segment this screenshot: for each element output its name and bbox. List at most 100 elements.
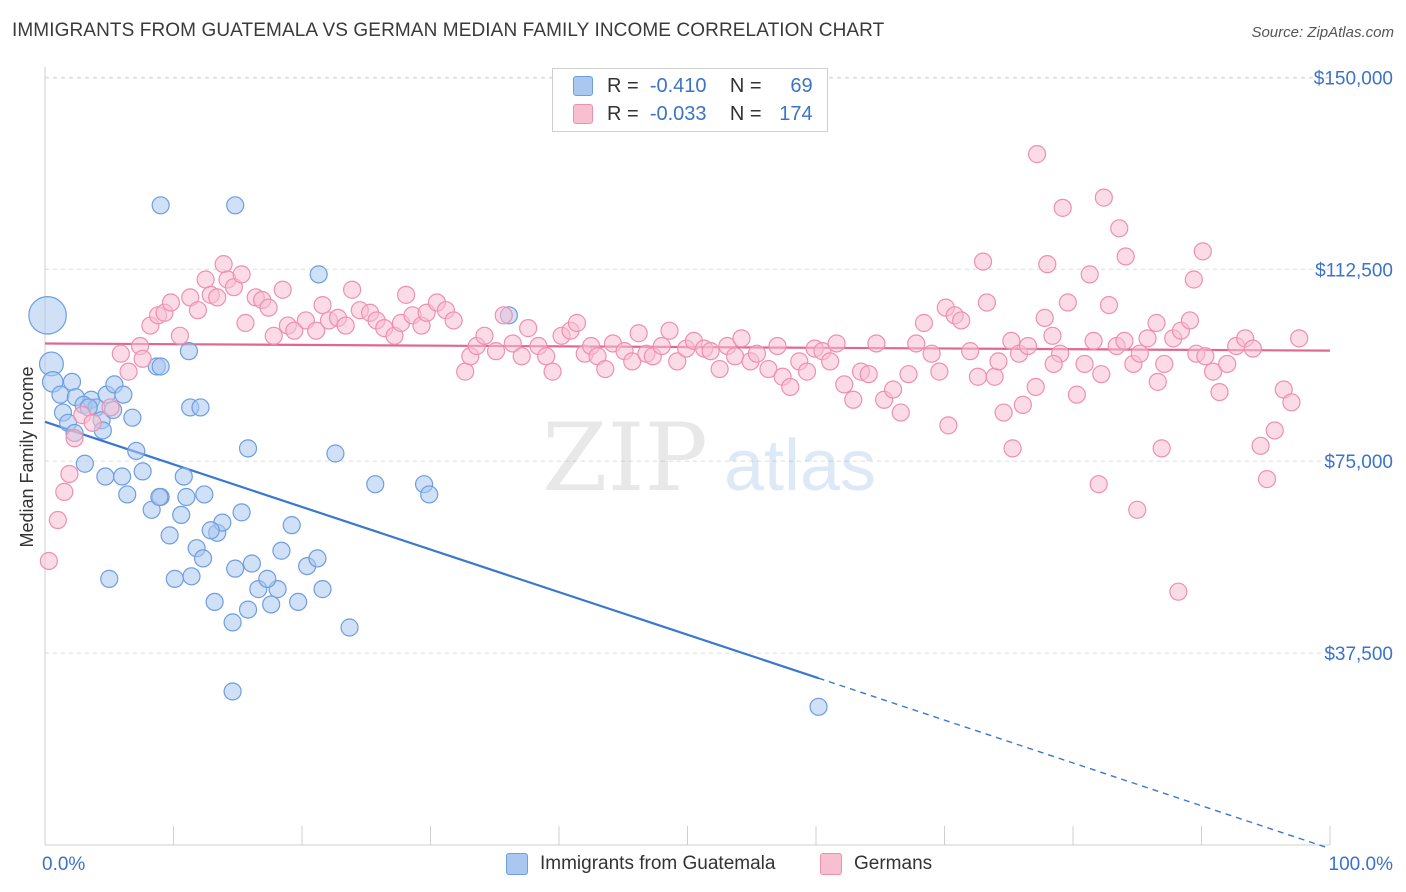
germans-point — [1147, 313, 1166, 333]
germans-point — [701, 342, 720, 361]
germans-point — [835, 375, 854, 394]
germans-point — [973, 252, 993, 271]
guatemala-point — [308, 549, 327, 568]
legend-swatch-germans — [573, 104, 593, 124]
guatemala-point — [226, 196, 245, 215]
germans-point — [1148, 372, 1167, 391]
guatemala-point — [133, 462, 152, 481]
guatemala-point — [151, 357, 170, 376]
germans-point — [196, 270, 215, 289]
bottom-legend-swatch-guatemala — [506, 853, 528, 875]
chart-title: IMMIGRANTS FROM GUATEMALA VS GERMAN MEDI… — [12, 20, 885, 41]
y-axis-label: Median Family Income — [17, 366, 37, 547]
germans-point — [1018, 336, 1038, 356]
germans-point — [1116, 247, 1135, 266]
axis-labels: $37,500 $75,000 $112,500 $150,000 0.0% 100.0%… — [17, 68, 1393, 875]
germans-point — [65, 429, 84, 448]
guatemala-point — [123, 408, 142, 427]
watermark-zip: ZIP — [542, 404, 708, 513]
guatemala-point — [191, 398, 210, 417]
guatemala-point — [28, 296, 67, 335]
germans-point — [797, 362, 817, 381]
germans-point — [264, 326, 283, 345]
guatemala-point — [226, 559, 245, 578]
germans-point — [781, 377, 800, 397]
germans-point — [859, 365, 878, 384]
legend-r-label: R = — [607, 102, 639, 125]
guatemala-point — [112, 467, 132, 486]
germans-point — [39, 551, 58, 571]
germans-point — [48, 510, 67, 530]
germans-point — [170, 326, 190, 345]
germans-point — [821, 352, 840, 371]
guatemala-point — [313, 580, 332, 599]
germans-point — [273, 280, 292, 299]
guatemala-point — [114, 385, 133, 404]
germans-point — [1080, 265, 1099, 284]
legend-n-label: N = — [729, 74, 762, 97]
guatemala-point — [172, 505, 191, 525]
germans-point — [1196, 347, 1215, 366]
bottom-legend-label-germans: Germans — [854, 853, 933, 874]
germans-point — [1243, 339, 1263, 358]
guatemala-point — [232, 503, 251, 522]
guatemala-point — [242, 554, 261, 573]
guatemala-point — [177, 487, 196, 507]
germans-point — [1203, 362, 1223, 381]
germans-point — [899, 365, 918, 384]
germans-point — [732, 329, 751, 348]
legend-n-label: N = — [729, 102, 762, 125]
germans-point — [1115, 331, 1134, 351]
germans-point — [1094, 188, 1113, 207]
germans-point — [285, 321, 304, 340]
germans-point — [623, 352, 642, 371]
guatemala-point — [205, 592, 224, 612]
x-tick-label-max: 100.0% — [1329, 854, 1394, 875]
germans-point — [1058, 293, 1077, 312]
guatemala-point — [195, 485, 214, 504]
watermark-atlas: atlas — [724, 426, 876, 506]
germans-point — [456, 362, 475, 381]
axes — [44, 67, 1331, 846]
germans-point — [907, 334, 926, 353]
legend-r-value: -0.410 — [649, 74, 707, 97]
germans-point — [1003, 439, 1022, 458]
bottom-legend-swatch-germans — [820, 853, 842, 875]
germans-point — [60, 464, 79, 484]
germans-point — [1251, 436, 1270, 455]
legend-r-value: -0.033 — [649, 102, 707, 125]
germans-point — [994, 403, 1013, 422]
germans-point — [1038, 255, 1057, 274]
guatemala-point — [326, 444, 345, 463]
germans-point — [1110, 219, 1129, 238]
bottom-legend-guatemala[interactable]: Immigrants from Guatemala — [506, 852, 775, 876]
guatemala-point — [118, 485, 137, 504]
germans-point — [1210, 382, 1229, 402]
germans-point — [396, 285, 416, 304]
germans-point — [968, 367, 988, 386]
bottom-legend-germans[interactable]: Germans — [820, 852, 932, 876]
germans-point — [1084, 331, 1103, 351]
germans-point — [214, 255, 233, 274]
germans-point — [1282, 393, 1301, 412]
watermark: ZIP atlas — [542, 404, 876, 513]
guatemala-point — [62, 372, 82, 391]
germans-point — [1043, 326, 1062, 345]
germans-point — [519, 319, 538, 338]
source-label: Source: ZipAtlas.com — [1251, 24, 1394, 41]
guatemala-point — [182, 567, 201, 586]
germans-point — [1099, 295, 1119, 315]
germans-point — [313, 295, 332, 315]
germans-point — [1026, 377, 1045, 397]
germans-point — [161, 293, 181, 312]
germans-point — [930, 362, 949, 381]
germans-point — [710, 359, 729, 379]
bottom-legend-label-guatemala: Immigrants from Guatemala — [540, 853, 776, 874]
guatemala-point — [289, 592, 308, 612]
germans-point — [1053, 198, 1072, 217]
guatemala-point — [96, 467, 115, 486]
germans-point — [133, 349, 152, 368]
y-tick-label: $75,000 — [1324, 452, 1393, 473]
germans-point — [343, 280, 362, 299]
germans-point — [977, 293, 997, 312]
